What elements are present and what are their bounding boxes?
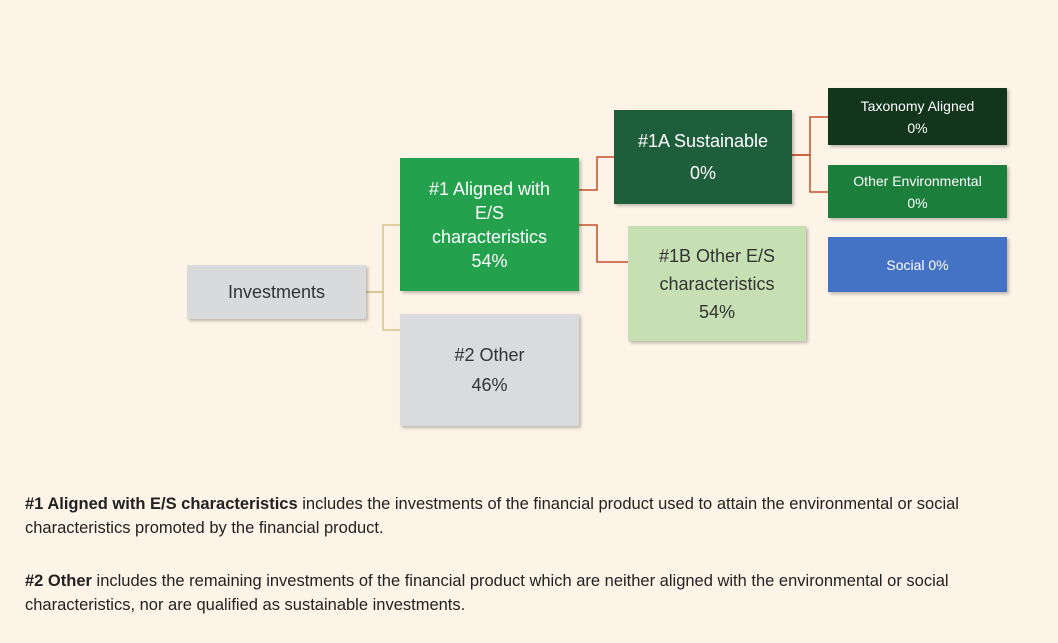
node-label: E/S [474, 202, 504, 223]
note-text: includes the remaining investments of th… [25, 572, 949, 614]
node: Taxonomy Aligned 0% [828, 88, 1007, 145]
node-label: #1B Other E/S [658, 245, 776, 266]
connector [792, 154, 828, 193]
node-label: Investments [227, 281, 326, 302]
node-label: characteristics [431, 226, 548, 247]
connector [366, 224, 400, 293]
node: #2 Other 46% [400, 314, 579, 426]
node: Social 0% [828, 237, 1007, 292]
node: #1A Sustainable 0% [614, 110, 792, 204]
note-text: includes the investments of the financia… [25, 495, 959, 537]
node-label: 0% [689, 163, 716, 183]
connector [579, 224, 628, 263]
node-label: #2 Other [454, 345, 525, 365]
node-label: 54% [698, 301, 736, 322]
node-label: 54% [471, 250, 508, 271]
note: #2 Other includes the remaining investme… [25, 569, 1035, 617]
node-label: Social 0% [886, 256, 949, 273]
node-label: 0% [907, 194, 928, 211]
node-label: #1 Aligned with [428, 178, 551, 199]
note-term: #1 Aligned with E/S characteristics [25, 495, 298, 513]
note: #1 Aligned with E/S characteristics incl… [25, 492, 1035, 540]
node: Investments [187, 265, 366, 319]
node-label: 46% [471, 375, 508, 395]
node: #1B Other E/S characteristics 54% [628, 226, 806, 341]
node-label: 0% [907, 119, 928, 136]
node-label: #1A Sustainable [637, 131, 769, 151]
node-label: Taxonomy Aligned [860, 97, 975, 114]
node-label: characteristics [659, 273, 775, 294]
connector [366, 291, 400, 331]
connector [579, 156, 614, 191]
node-label: Other Environmental [853, 172, 982, 189]
note-term: #2 Other [25, 572, 92, 590]
connector [792, 116, 828, 156]
node: #1 Aligned with E/S characteristics 54% [400, 158, 579, 291]
node: Other Environmental 0% [828, 165, 1007, 218]
